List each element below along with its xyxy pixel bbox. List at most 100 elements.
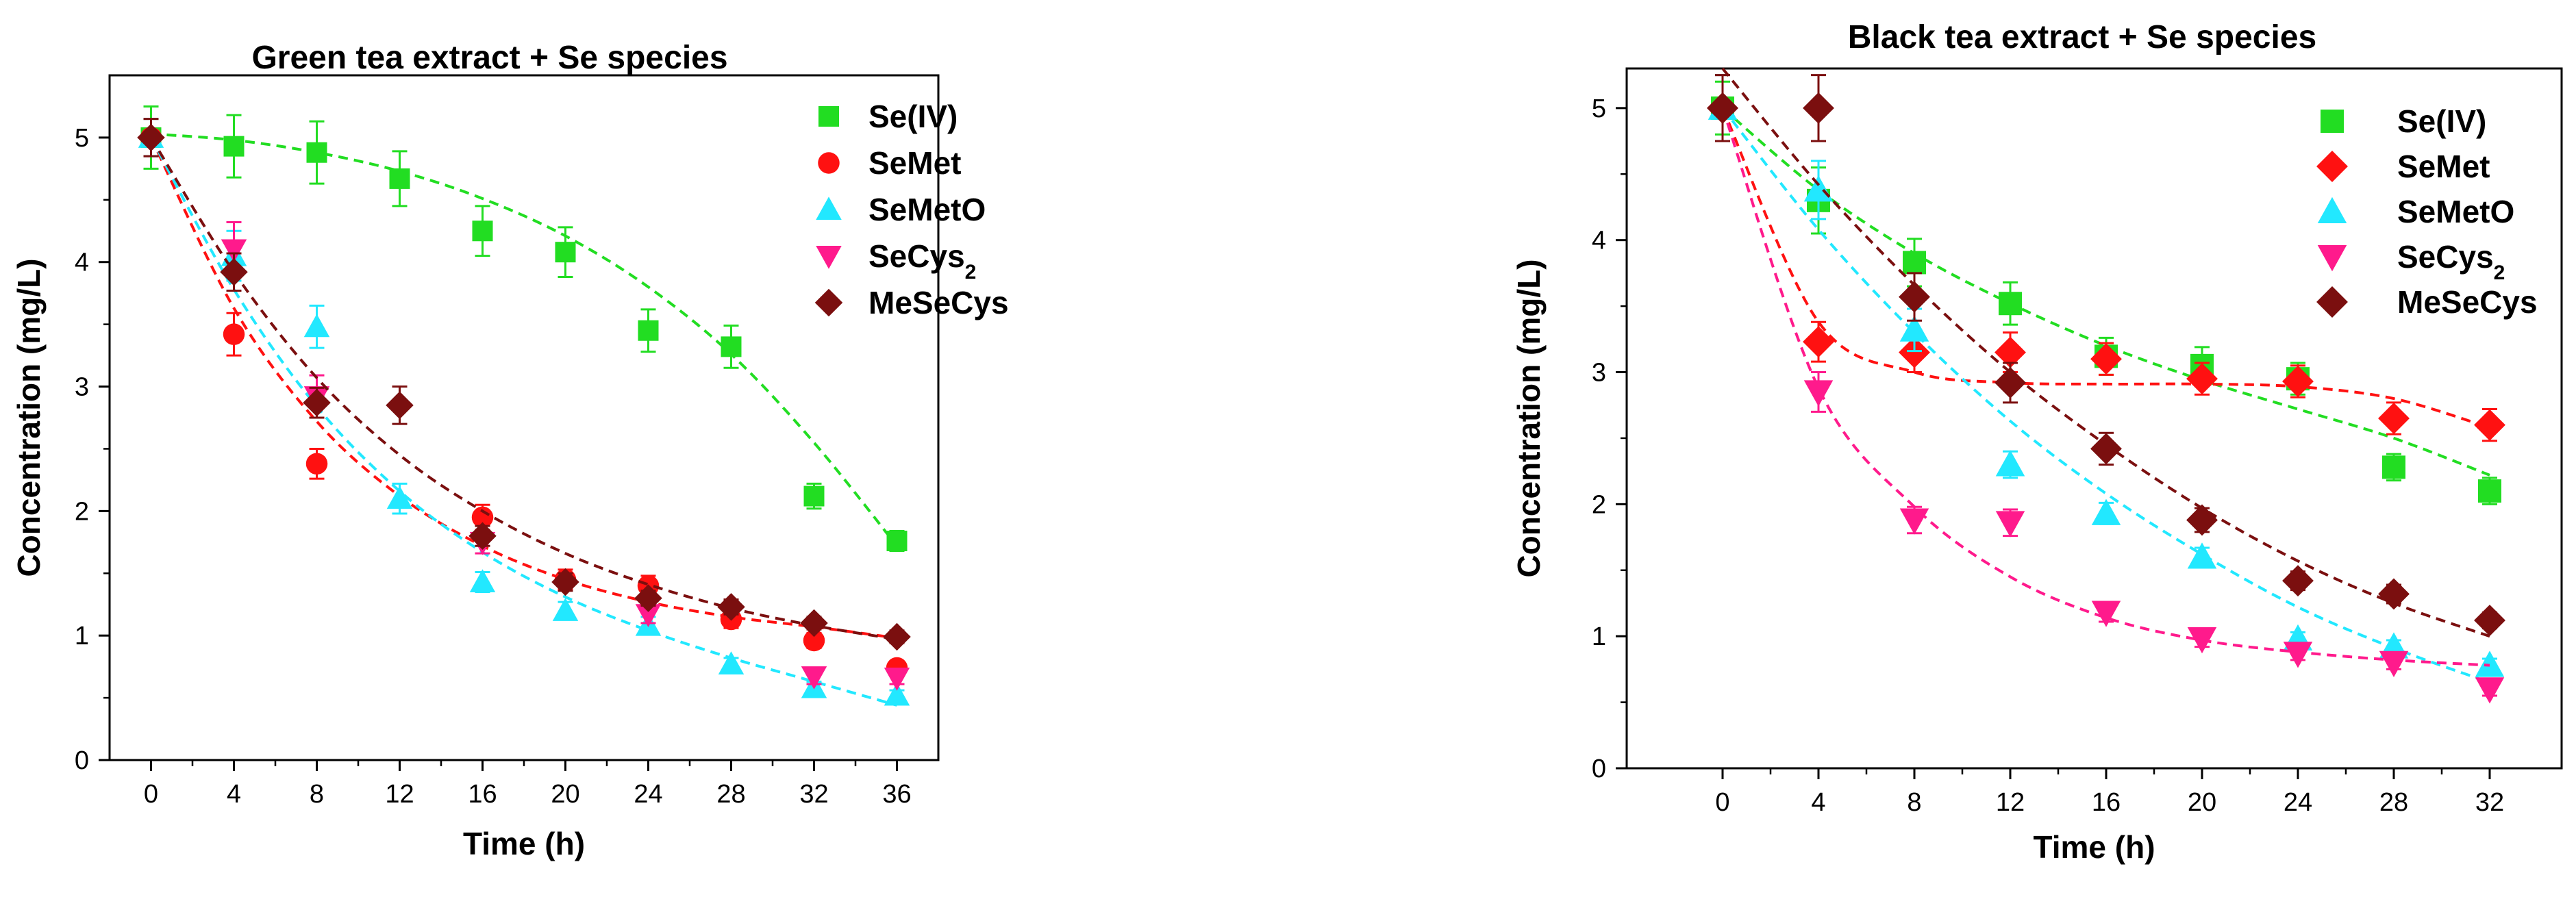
- legend-marker: [2317, 245, 2347, 272]
- data-point: [2379, 650, 2409, 677]
- data-point: [2478, 479, 2501, 503]
- data-point: [801, 666, 827, 690]
- data-point: [471, 506, 494, 529]
- data-point: [2474, 605, 2505, 636]
- black-tea-chart: Black tea extract + Se species Time (h) …: [1511, 19, 2563, 865]
- legend-subscript: 2: [965, 261, 977, 283]
- data-point: [472, 220, 493, 242]
- data-point: [2091, 601, 2121, 627]
- data-point: [2282, 565, 2314, 597]
- fit-curve: [1721, 107, 2490, 429]
- data-point: [223, 136, 245, 157]
- data-point: [717, 593, 745, 621]
- x-tick-label: 4: [1811, 788, 1825, 817]
- x-tick-label: 28: [2379, 788, 2408, 817]
- x-tick-label: 32: [2475, 788, 2504, 817]
- data-point: [883, 622, 911, 651]
- data-point: [2091, 498, 2121, 525]
- data-point: [803, 485, 825, 507]
- data-point: [886, 531, 908, 551]
- fit-curve: [1721, 107, 2490, 684]
- data-point: [2475, 677, 2505, 704]
- data-point: [1899, 508, 1929, 535]
- data-point: [386, 391, 414, 420]
- x-axis-label: Time (h): [463, 826, 585, 861]
- fit-curve: [1721, 67, 2490, 638]
- data-point: [1903, 251, 1926, 275]
- y-axis-label: Concentration (mg/L): [1511, 259, 1547, 577]
- data-point: [2186, 363, 2218, 395]
- x-tick-label: 12: [1996, 788, 2025, 817]
- green-tea-chart: Green tea extract + Se species Time (h) …: [11, 40, 1009, 861]
- legend-entry: SeMetO: [2317, 194, 2514, 229]
- legend-marker: [816, 246, 842, 269]
- fit-curve: [149, 136, 898, 707]
- legend-label: SeMetO: [868, 192, 986, 227]
- series-semet: [140, 118, 908, 679]
- data-point: [2282, 366, 2314, 397]
- x-tick-label: 16: [468, 780, 497, 809]
- legend-entry: SeMet: [818, 145, 961, 181]
- y-tick-label: 4: [1592, 227, 1606, 255]
- data-point: [1899, 336, 1930, 368]
- legend-entry: MeSeCys: [814, 285, 1009, 320]
- y-tick-label: 2: [75, 497, 89, 526]
- legend-label: Se(IV): [2397, 103, 2486, 139]
- legend-marker: [818, 106, 839, 127]
- data-point: [721, 336, 742, 357]
- series-mesecys: [137, 118, 911, 651]
- fit-curve: [149, 136, 897, 641]
- x-tick-label: 24: [2284, 788, 2312, 817]
- x-tick-label: 8: [1907, 788, 1921, 817]
- legend-subscript: 2: [2494, 262, 2505, 284]
- x-axis-label: Time (h): [2033, 829, 2155, 865]
- data-point: [2475, 650, 2505, 677]
- data-point: [1803, 326, 1834, 358]
- legend-label: SeMet: [868, 145, 961, 181]
- data-point: [2382, 455, 2405, 479]
- data-point: [1803, 175, 1834, 202]
- legend-marker: [2316, 151, 2348, 182]
- data-point: [638, 320, 659, 341]
- x-tick-label: 28: [716, 780, 745, 809]
- legend-marker: [814, 288, 843, 317]
- data-point: [2186, 504, 2218, 536]
- data-point: [303, 314, 330, 338]
- y-tick-label: 3: [1592, 359, 1606, 388]
- legend-marker: [2321, 110, 2344, 133]
- data-point: [386, 485, 413, 509]
- plot-frame: [1625, 67, 2563, 770]
- legend-entry: SeMetO: [816, 192, 986, 227]
- legend-label: Se(IV): [868, 99, 958, 134]
- data-point: [884, 668, 910, 691]
- legend-marker: [2317, 197, 2347, 223]
- legend-entry: Se(IV): [2321, 103, 2486, 139]
- data-point: [223, 323, 245, 345]
- data-point: [389, 168, 410, 189]
- series-mesecys: [1707, 67, 2505, 638]
- x-tick-label: 36: [882, 780, 911, 809]
- data-point: [884, 682, 910, 706]
- data-point: [469, 569, 496, 592]
- y-tick-label: 4: [75, 249, 89, 277]
- data-point: [634, 584, 662, 612]
- data-point: [552, 598, 579, 621]
- fit-curve: [151, 132, 899, 547]
- data-point: [303, 388, 331, 417]
- legend-marker: [816, 197, 842, 220]
- series-semeto: [138, 118, 910, 707]
- data-point: [1994, 336, 2026, 368]
- data-point: [2378, 403, 2410, 434]
- legend-label: MeSeCys: [868, 285, 1009, 320]
- data-point: [137, 123, 165, 152]
- y-tick-label: 1: [1592, 622, 1606, 651]
- y-axis-label: Concentration (mg/L): [11, 258, 47, 577]
- data-point: [718, 651, 745, 674]
- data-point: [220, 258, 248, 286]
- legend-entry: SeCys2: [816, 238, 976, 283]
- y-tick-label: 5: [75, 124, 89, 153]
- chart-title: Black tea extract + Se species: [1848, 19, 2316, 55]
- data-point: [800, 609, 828, 637]
